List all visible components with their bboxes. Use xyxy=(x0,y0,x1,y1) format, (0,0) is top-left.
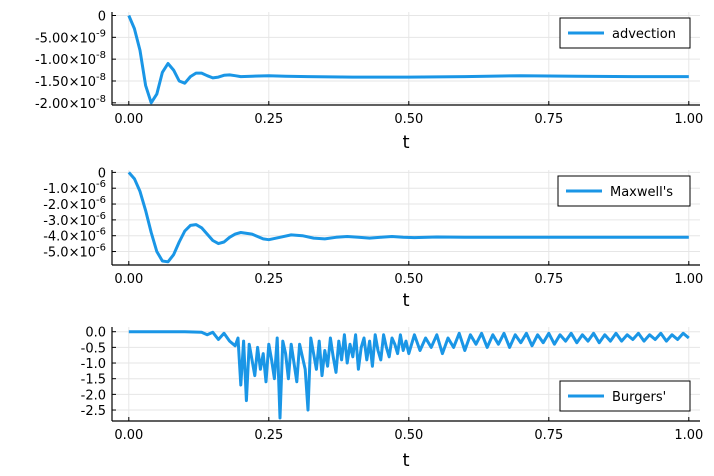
y-tick-label: -2.5 xyxy=(81,404,106,419)
x-tick-label: 1.00 xyxy=(674,428,703,443)
y-tick-label: -2.0 xyxy=(81,388,106,403)
x-tick-label: 0.00 xyxy=(114,112,143,127)
y-tick-label: 0.0 xyxy=(85,326,106,341)
y-tick-label: -5.00×10-9 xyxy=(35,28,106,46)
burgers-panel: 0.00 0.25 0.50 0.75 1.00 0.0-0.5-1.0-1.5-2.0-… xyxy=(81,326,704,471)
legend-label: Maxwell's xyxy=(610,185,673,200)
y-tick-label: 0 xyxy=(98,166,106,181)
x-tick-label: 0.50 xyxy=(394,428,423,443)
y-tick-label: -1.00×10-8 xyxy=(35,50,106,68)
y-tick-label: -1.50×10-8 xyxy=(35,72,106,90)
y-tick-label: -0.5 xyxy=(81,341,106,356)
y-tick-label: -1.0 xyxy=(81,357,106,372)
legend-label: advection xyxy=(612,27,676,42)
x-tick-label: 1.00 xyxy=(674,272,703,287)
x-tick-label: 1.00 xyxy=(674,112,703,127)
y-tick-label: -1.0×10-6 xyxy=(43,179,106,197)
y-tick-label: -2.00×10-8 xyxy=(35,94,106,112)
series-line xyxy=(127,14,689,105)
y-tick-label: -1.5 xyxy=(81,373,106,388)
x-axis-label: t xyxy=(402,450,409,471)
legend-box xyxy=(557,175,691,207)
x-tick-label: 0.75 xyxy=(534,112,563,127)
x-tick-label: 0.25 xyxy=(254,272,283,287)
series-line xyxy=(128,330,690,420)
x-axis-label: t xyxy=(402,290,409,311)
maxwells-panel: 0.00 0.25 0.50 0.75 1.000-1.0×10-6-2.0×10-6-… xyxy=(43,166,703,311)
y-tick-label: -5.0×10-6 xyxy=(43,243,106,261)
x-tick-label: 0.50 xyxy=(394,112,423,127)
x-tick-label: 0.75 xyxy=(534,428,563,443)
x-tick-label: 0.25 xyxy=(254,112,283,127)
x-tick-label: 0.25 xyxy=(254,428,283,443)
series-line xyxy=(127,171,689,264)
legend-label: Burgers' xyxy=(612,390,666,405)
y-tick-label: -4.0×10-6 xyxy=(43,227,106,245)
x-tick-label: 0.00 xyxy=(114,272,143,287)
x-axis-label: t xyxy=(402,132,409,153)
x-tick-label: 0.75 xyxy=(534,272,563,287)
advection-panel: 0.00 0.25 0.50 0.75 1.00 0 -5.00×10-9 -1.00×10-… xyxy=(35,9,703,153)
x-tick-label: 0.50 xyxy=(394,272,423,287)
x-tick-label: 0.00 xyxy=(114,428,143,443)
legend-box xyxy=(559,380,691,412)
y-tick-label: 0 xyxy=(98,9,106,24)
y-tick-label: -3.0×10-6 xyxy=(43,211,106,229)
y-tick-label: -2.0×10-6 xyxy=(43,195,106,213)
